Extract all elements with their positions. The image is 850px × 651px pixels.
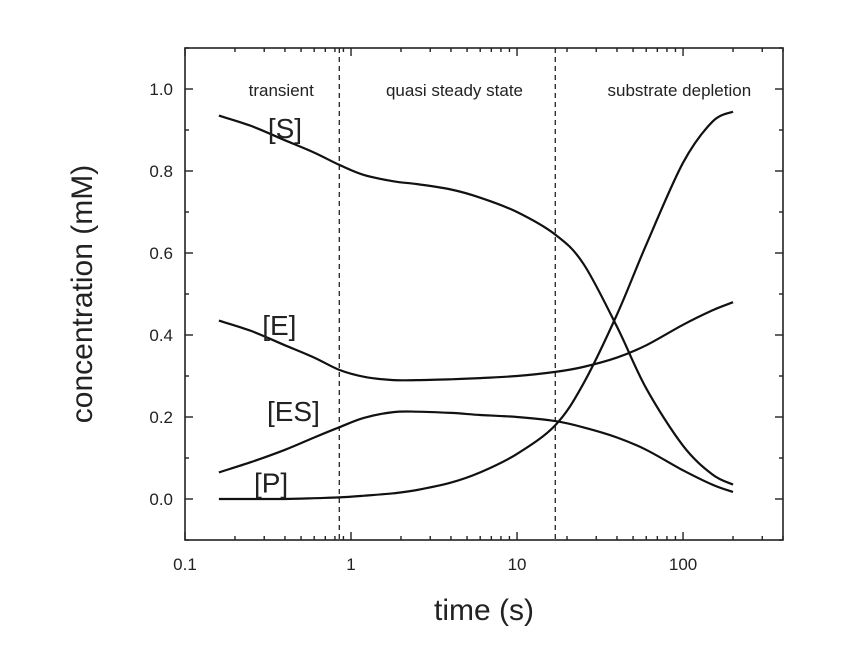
x-tick-label: 100 (669, 555, 697, 574)
region-label: quasi steady state (386, 81, 523, 100)
y-tick-label: 0.0 (149, 490, 173, 509)
series-label-e: [E] (262, 310, 296, 341)
y-tick-label: 1.0 (149, 80, 173, 99)
series-line-e (218, 301, 734, 382)
y-tick-label: 0.4 (149, 326, 173, 345)
x-tick-label: 0.1 (173, 555, 197, 574)
y-axis-title: concentration (mM) (66, 165, 99, 423)
chart-labels: transient quasi steady state substrate dep… (249, 81, 752, 499)
region-label: substrate depletion (608, 81, 752, 100)
series-line-s (218, 114, 734, 486)
series-label-s: [S] (268, 113, 302, 144)
y-tick-label: 0.2 (149, 408, 173, 427)
series-line-p (218, 110, 734, 501)
region-dividers (338, 48, 556, 540)
series-label-p: [P] (254, 468, 288, 499)
y-tick-label: 0.6 (149, 244, 173, 263)
x-tick-label: 10 (508, 555, 527, 574)
region-label: transient (249, 81, 314, 100)
y-tick-label: 0.8 (149, 162, 173, 181)
series-label-es: [ES] (267, 396, 320, 427)
x-axis-title: time (s) (434, 594, 534, 627)
axis-ticks: 0.1 1 10 100 0.0 0.2 0.4 0.6 0.8 1.0 (149, 47, 784, 574)
series-curves (218, 110, 734, 501)
series-line-es (218, 410, 734, 494)
x-tick-label: 1 (346, 555, 355, 574)
